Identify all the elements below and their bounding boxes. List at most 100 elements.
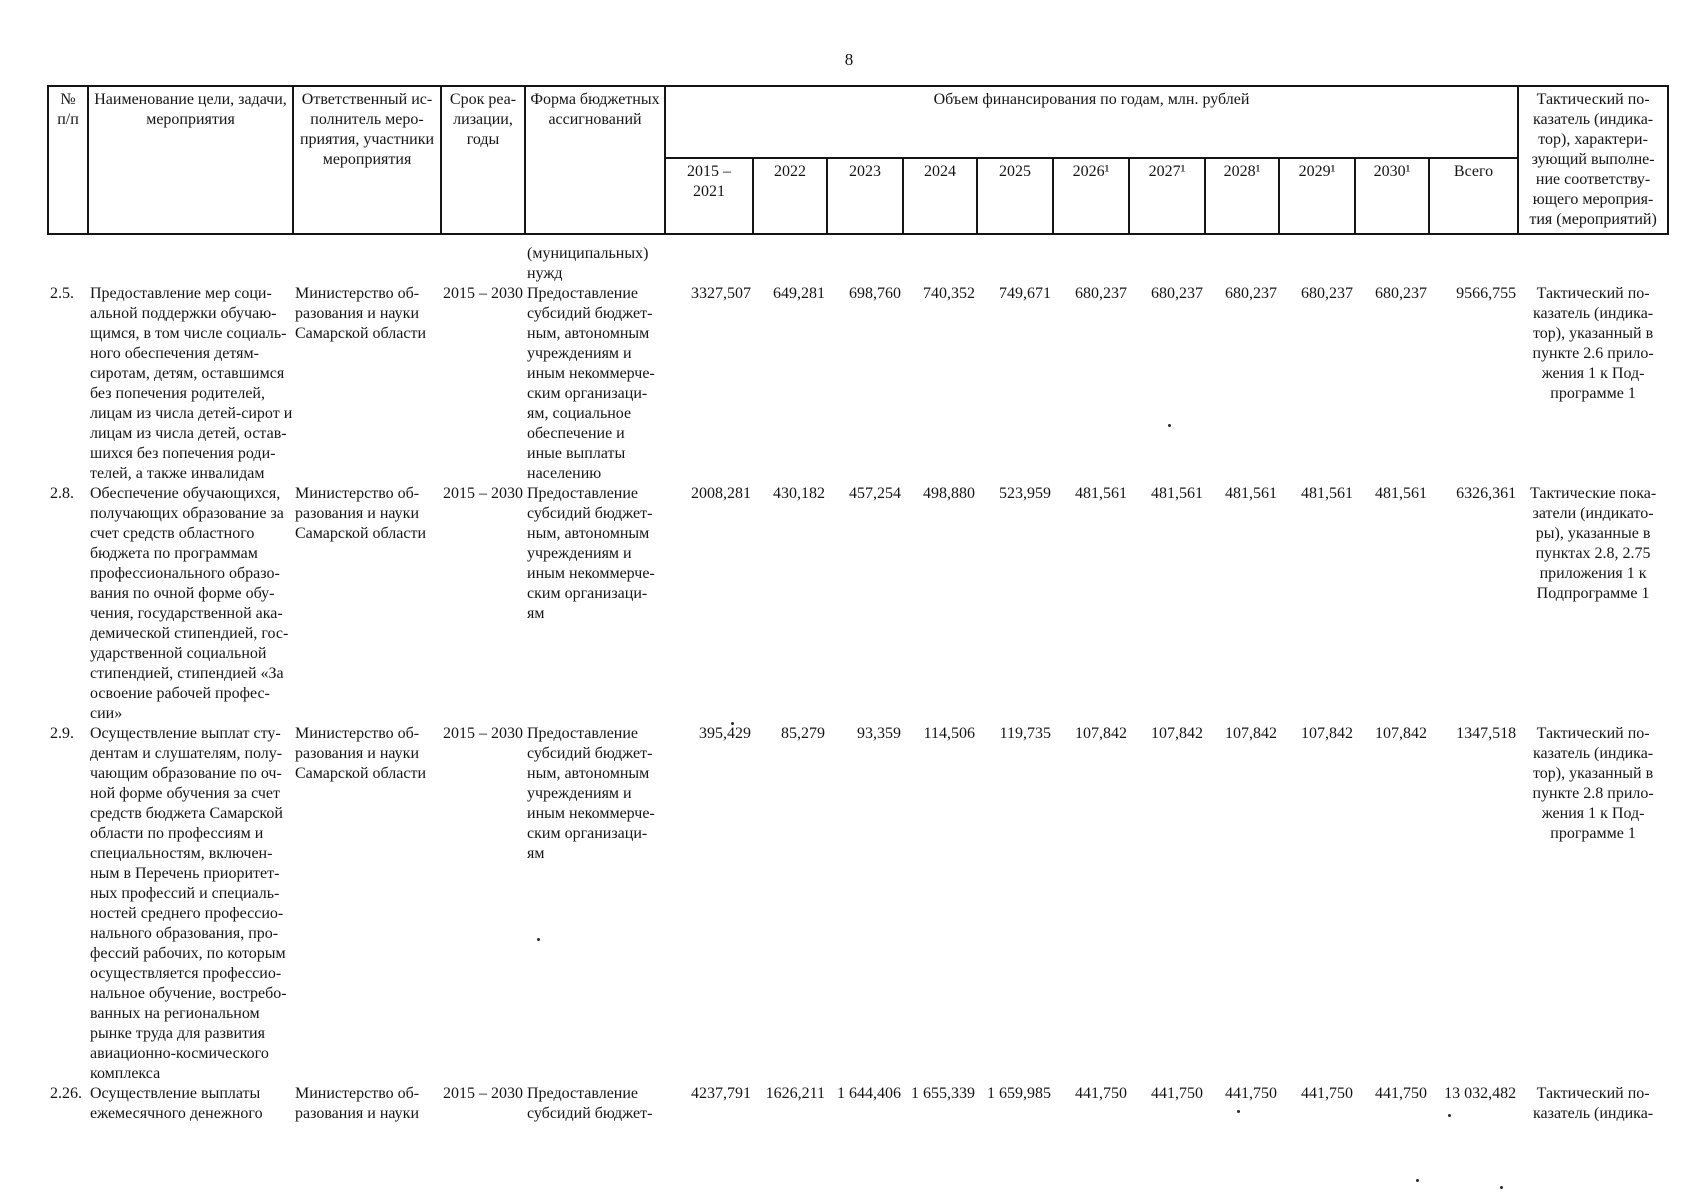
cell-value-10: 13 032,482	[1444, 1085, 1517, 1102]
cell-value-1: 430,182	[773, 485, 825, 502]
cell-row-number: 2.26.	[50, 1085, 82, 1102]
cell-term	[441, 234, 525, 284]
cell-value-2: 1 644,406	[837, 1085, 901, 1102]
cell-value-8: 107,842	[1301, 725, 1353, 742]
header-indicator: Тактический по- казатель (индика- тор), …	[1517, 85, 1670, 235]
cell-indicator: Тактический по- казатель (индика- тор), …	[1532, 285, 1654, 402]
cell-value-3: 498,880	[923, 485, 975, 502]
cell-value-4	[977, 234, 1053, 284]
table-row: 2.26. Осуществление выплаты ежемесячного …	[48, 1084, 1668, 1124]
cell-indicator: Тактический по- казатель (индика-	[1533, 1085, 1654, 1122]
cell-value-9: 441,750	[1375, 1085, 1427, 1102]
cell-value-6	[1129, 234, 1205, 284]
cell-row-number: 2.8.	[50, 485, 74, 502]
cell-measure-name: Обеспечение обучающихся, получающих обра…	[90, 485, 289, 722]
header-row-top: № п/п Наименование цели, задачи, меропри…	[47, 85, 1670, 235]
scan-speck	[1500, 1186, 1503, 1189]
scan-speck	[1416, 1179, 1419, 1182]
cell-budget-form: Предоставление субсидий бюджет- ным, авт…	[527, 485, 655, 622]
cell-measure-name	[88, 234, 293, 284]
cell-value-9	[1355, 234, 1429, 284]
year-header-4: 2025	[976, 156, 1054, 236]
cell-value-4: 119,735	[999, 725, 1051, 742]
cell-value-6: 680,237	[1151, 285, 1203, 302]
year-header-row: 2015 – 2021 2022 2023 2024 2025 2026¹ 2027¹ 202…	[48, 156, 1668, 236]
cell-value-1	[753, 234, 827, 284]
cell-value-0: 4237,791	[691, 1085, 751, 1102]
cell-value-5: 441,750	[1075, 1085, 1127, 1102]
cell-value-7	[1205, 234, 1279, 284]
cell-value-5: 680,237	[1075, 285, 1127, 302]
cell-value-8: 441,750	[1301, 1085, 1353, 1102]
cell-value-4: 523,959	[999, 485, 1051, 502]
table-header: № п/п Наименование цели, задачи, меропри…	[47, 85, 1670, 236]
cell-value-10: 6326,361	[1456, 485, 1517, 502]
cell-value-8: 680,237	[1301, 285, 1353, 302]
cell-value-3: 1 655,339	[911, 1085, 975, 1102]
cell-measure-name: Осуществление выплат сту- дентам и слуша…	[90, 725, 287, 1082]
cell-value-9: 680,237	[1375, 285, 1427, 302]
year-header-10: Всего	[1427, 156, 1520, 236]
cell-value-2: 93,359	[857, 725, 901, 742]
header-num: № п/п	[47, 85, 89, 235]
cell-value-6: 481,561	[1151, 485, 1203, 502]
cell-row-number	[48, 234, 88, 284]
header-executor: Ответственный ис- полнитель меро- прияти…	[292, 85, 442, 235]
cell-row-number: 2.5.	[50, 285, 74, 302]
financing-table: № п/п Наименование цели, задачи, меропри…	[47, 85, 1670, 1124]
cell-value-10: 1347,518	[1456, 725, 1517, 742]
cell-value-6: 441,750	[1151, 1085, 1203, 1102]
cell-budget-form: Предоставление субсидий бюджет- ным, авт…	[527, 725, 655, 862]
cell-budget-form: (муниципальных) нужд	[527, 245, 649, 282]
year-header-0: 2015 – 2021	[664, 156, 754, 236]
scan-speck	[537, 938, 540, 941]
cell-value-10	[1429, 234, 1518, 284]
table-row: (муниципальных) нужд	[48, 234, 1668, 284]
cell-indicator: Тактический по- казатель (индика- тор), …	[1532, 725, 1654, 842]
header-measure-name: Наименование цели, задачи, мероприятия	[87, 85, 294, 235]
cell-value-2: 698,760	[849, 285, 901, 302]
cell-value-5: 107,842	[1075, 725, 1127, 742]
cell-value-1: 649,281	[773, 285, 825, 302]
year-header-1: 2022	[752, 156, 828, 236]
cell-budget-form: Предоставление субсидий бюджет-	[527, 1085, 653, 1122]
cell-executor: Министерство об- разования и науки Самар…	[295, 285, 426, 342]
header-term: Срок реа- лизации, годы	[440, 85, 526, 235]
year-header-9: 2030¹	[1354, 156, 1430, 236]
cell-value-9: 481,561	[1375, 485, 1427, 502]
cell-measure-name: Осуществление выплаты ежемесячного денеж…	[90, 1085, 263, 1122]
scan-speck	[731, 722, 734, 725]
cell-measure-name: Предоставление мер соци- альной поддержк…	[90, 285, 293, 482]
year-header-8: 2029¹	[1278, 156, 1356, 236]
scan-speck	[1237, 1110, 1240, 1113]
header-financing-title: Объем финансирования по годам, млн. рубл…	[663, 85, 1520, 159]
cell-executor: Министерство об- разования и науки Самар…	[295, 485, 426, 542]
cell-value-2	[827, 234, 903, 284]
cell-value-5: 481,561	[1075, 485, 1127, 502]
cell-term: 2015 – 2030	[443, 285, 523, 302]
cell-executor	[293, 234, 441, 284]
cell-value-10: 9566,755	[1456, 285, 1517, 302]
scan-speck	[1448, 1114, 1451, 1117]
cell-value-1: 85,279	[781, 725, 825, 742]
cell-indicator: Тактические пока- затели (индикато- ры),…	[1529, 485, 1657, 602]
cell-value-3: 114,506	[923, 725, 975, 742]
cell-value-3	[903, 234, 977, 284]
table-row: 2.9. Осуществление выплат сту- дентам и с…	[48, 724, 1668, 1084]
year-header-6: 2027¹	[1128, 156, 1206, 236]
cell-value-0: 3327,507	[691, 285, 751, 302]
header-budget-form: Форма бюджетных ассигнований	[524, 85, 666, 235]
cell-budget-form: Предоставление субсидий бюджет- ным, авт…	[527, 285, 655, 482]
page-number: 8	[844, 50, 855, 69]
cell-term: 2015 – 2030	[443, 725, 523, 742]
year-header-2: 2023	[826, 156, 904, 236]
cell-value-8	[1279, 234, 1355, 284]
year-header-3: 2024	[902, 156, 978, 236]
table-body: (муниципальных) нужд 2.5. Предоставление м…	[48, 234, 1668, 1124]
table-row: 2.8. Обеспечение обучающихся, получающих …	[48, 484, 1668, 724]
cell-value-9: 107,842	[1375, 725, 1427, 742]
year-header-7: 2028¹	[1204, 156, 1280, 236]
cell-value-7: 481,561	[1225, 485, 1277, 502]
cell-row-number: 2.9.	[50, 725, 74, 742]
